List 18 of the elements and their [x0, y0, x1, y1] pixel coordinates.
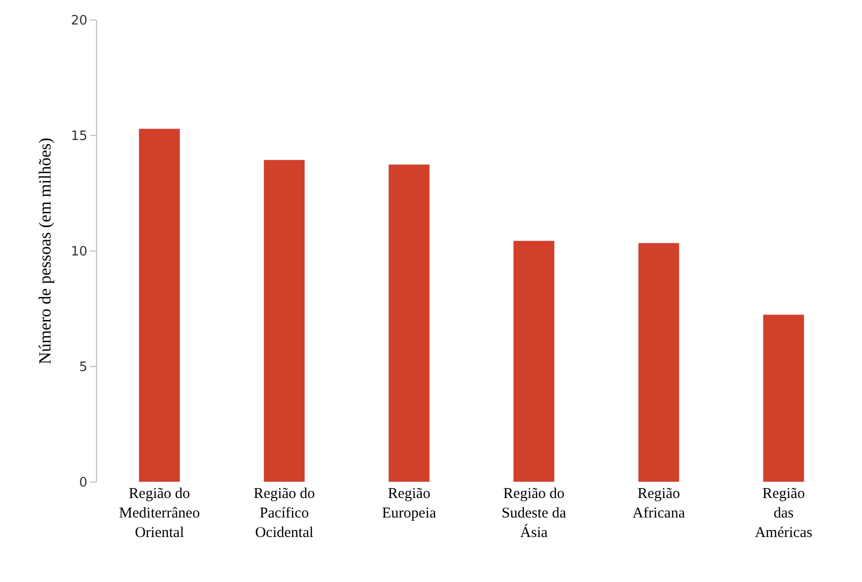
x-tick-label: Região Africana: [632, 486, 686, 522]
x-tick-label: Região do Pacífico Ocidental: [254, 486, 315, 541]
x-tick-label: Região Europeia: [382, 486, 436, 522]
y-tick-label: 20: [70, 14, 88, 29]
y-axis-title: Número de pessoas (em milhões): [35, 138, 54, 364]
x-tick-label: Região do Sudeste da Ásia: [502, 486, 567, 541]
y-tick-label: 0: [79, 476, 88, 491]
bar: [762, 314, 804, 482]
y-tick-label: 5: [79, 360, 88, 376]
x-tick-label: Região do Mediterrâneo Oriental: [119, 486, 200, 541]
bar: [638, 242, 680, 482]
bar: [388, 164, 430, 482]
y-tick-label: 15: [70, 129, 88, 144]
bar: [138, 128, 180, 482]
x-tick-label: Região das Américas: [754, 486, 812, 541]
y-tick-label: 10: [70, 244, 88, 260]
bar: [513, 240, 555, 482]
bar: [263, 160, 306, 482]
